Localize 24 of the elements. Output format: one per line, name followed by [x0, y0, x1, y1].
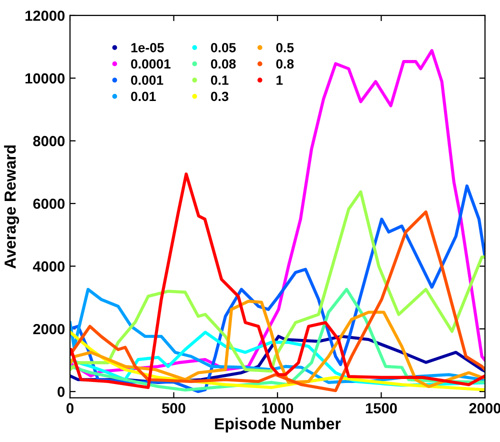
legend-label: 1 — [276, 76, 283, 85]
x-tick-label: 0 — [66, 403, 74, 414]
legend-label: 0.0001 — [131, 59, 171, 69]
legend-label: 0.05 — [210, 42, 236, 52]
legend-label: 0.001 — [131, 76, 164, 85]
legend-label: 0.5 — [276, 42, 294, 52]
x-tick-label: 500 — [162, 403, 186, 414]
x-axis-title: Episode Number — [215, 418, 341, 433]
y-tick-label: 8000 — [33, 136, 65, 146]
y-tick-label: 6000 — [33, 198, 65, 209]
legend-label: 0.01 — [131, 92, 156, 102]
legend-label: 1e-05 — [131, 42, 164, 52]
legend-label: 0.8 — [276, 59, 294, 69]
legend-label: 0.1 — [210, 76, 228, 85]
y-tick-label: 10000 — [26, 73, 65, 84]
legend-label: 0.3 — [210, 92, 228, 102]
x-tick-label: 1500 — [366, 403, 397, 414]
y-axis-title: Average Reward — [4, 145, 20, 269]
y-tick-label: 4000 — [32, 261, 65, 272]
y-tick-label: 2000 — [33, 324, 65, 334]
y-tick-label: 0 — [58, 386, 65, 397]
x-tick-label: 1000 — [262, 403, 294, 414]
y-tick-label: 12000 — [26, 10, 65, 21]
legend-label: 0.08 — [210, 59, 236, 69]
